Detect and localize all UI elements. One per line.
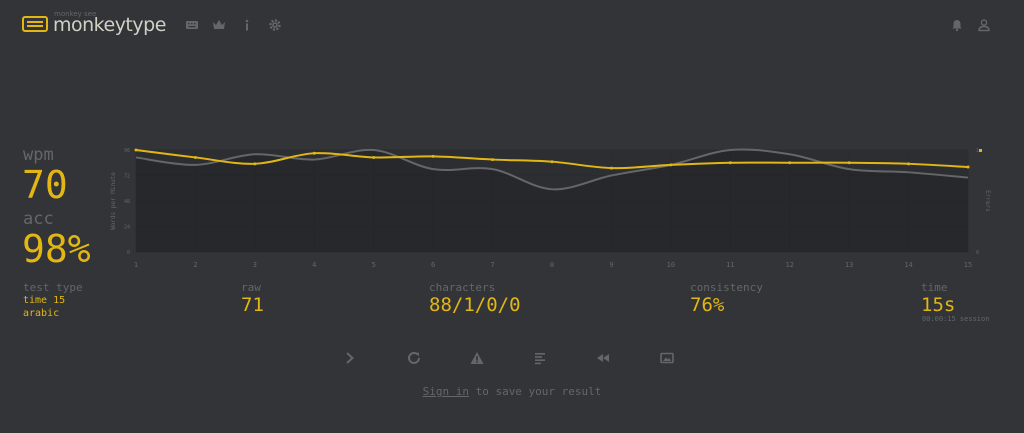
wpm-label: wpm [23, 145, 54, 165]
chart-y-axis-label: Words per Minute [110, 172, 117, 230]
chart-x-tick-label: 2 [193, 261, 197, 269]
test-type-label: test type [23, 281, 83, 294]
acc-label: acc [23, 209, 54, 229]
chart-raw-area [136, 149, 968, 252]
chart-x-tick-label: 8 [550, 261, 554, 269]
chart-point-wpm [491, 158, 495, 162]
characters-value: 88/1/0/0 [429, 294, 521, 316]
chart-x-tick-label: 14 [904, 261, 912, 269]
chart-point-wpm [253, 162, 257, 166]
chart-x-tick-label: 1 [134, 261, 138, 269]
chart-point-wpm [847, 161, 851, 165]
chart-x-tick-label: 4 [312, 261, 316, 269]
chart-point-wpm [431, 154, 435, 158]
chart-point-wpm [669, 163, 673, 167]
chart-point-wpm [966, 165, 970, 169]
replay-icon[interactable] [595, 350, 611, 366]
next-test-icon[interactable] [342, 350, 358, 366]
chart-point-wpm [372, 155, 376, 159]
characters-label: characters [429, 281, 496, 294]
test-type-language: arabic [23, 308, 60, 319]
brand-subtitle: monkey see [54, 10, 97, 18]
keyboard-icon[interactable] [185, 18, 199, 32]
chart-error-marker [979, 149, 982, 152]
chart-x-tick-label: 5 [372, 261, 376, 269]
info-icon[interactable] [240, 18, 254, 32]
chart-x-tick-label: 10 [667, 261, 675, 269]
chart-y-tick-label: 96 [124, 148, 130, 154]
raw-value: 71 [241, 294, 264, 316]
acc-value: 98% [22, 227, 91, 271]
test-type-mode: time 15 [23, 295, 66, 306]
user-icon[interactable] [977, 18, 991, 32]
chart-point-wpm [609, 166, 613, 170]
time-label: time [921, 281, 948, 294]
chart-y2-tick-label: 1 [976, 148, 979, 154]
signin-message: Sign in to save your result [0, 385, 1024, 398]
chart-x-tick-label: 15 [964, 261, 972, 269]
time-value: 15s [921, 294, 956, 316]
chart-point-wpm [312, 151, 316, 155]
session-time: 00:00:15 session [922, 315, 990, 323]
brand-title[interactable]: monkeytype [53, 14, 166, 36]
chart-x-tick-label: 7 [490, 261, 494, 269]
chart-x-tick-label: 6 [431, 261, 435, 269]
chart-point-wpm [193, 155, 197, 159]
chart-y2-axis-label: Errors [984, 190, 991, 212]
chart-point-wpm [550, 160, 554, 164]
consistency-value: 76% [690, 294, 725, 316]
chart-x-tick-label: 12 [785, 261, 793, 269]
chart-point-wpm [907, 162, 911, 166]
chart-x-tick-label: 13 [845, 261, 853, 269]
consistency-label: consistency [690, 281, 763, 294]
chart-y2-tick-label: 0 [976, 250, 979, 256]
logo-icon[interactable] [22, 16, 48, 32]
chart-point-wpm [134, 148, 138, 152]
screenshot-icon[interactable] [659, 350, 675, 366]
restart-icon[interactable] [406, 350, 422, 366]
chart-y-tick-label: 0 [127, 250, 130, 256]
chart-x-tick-label: 9 [609, 261, 613, 269]
raw-label: raw [241, 281, 261, 294]
gear-icon[interactable] [268, 18, 282, 32]
crown-icon[interactable] [212, 18, 226, 32]
bell-icon[interactable] [950, 18, 964, 32]
signin-link[interactable]: Sign in [422, 385, 469, 398]
words-history-icon[interactable] [532, 350, 548, 366]
chart-y-tick-label: 48 [124, 199, 130, 205]
header: monkey see monkeytype [22, 8, 1002, 44]
chart-series-raw [135, 148, 969, 191]
chart-point-wpm [728, 161, 732, 165]
chart-point-wpm [788, 161, 792, 165]
wpm-value: 70 [22, 163, 68, 207]
chart-y-tick-label: 24 [124, 225, 130, 231]
chart-x-tick-label: 11 [726, 261, 734, 269]
chart-y-tick-label: 72 [124, 174, 130, 180]
chart-x-tick-label: 3 [253, 261, 257, 269]
warning-icon[interactable] [469, 350, 485, 366]
signin-rest: to save your result [468, 385, 602, 398]
